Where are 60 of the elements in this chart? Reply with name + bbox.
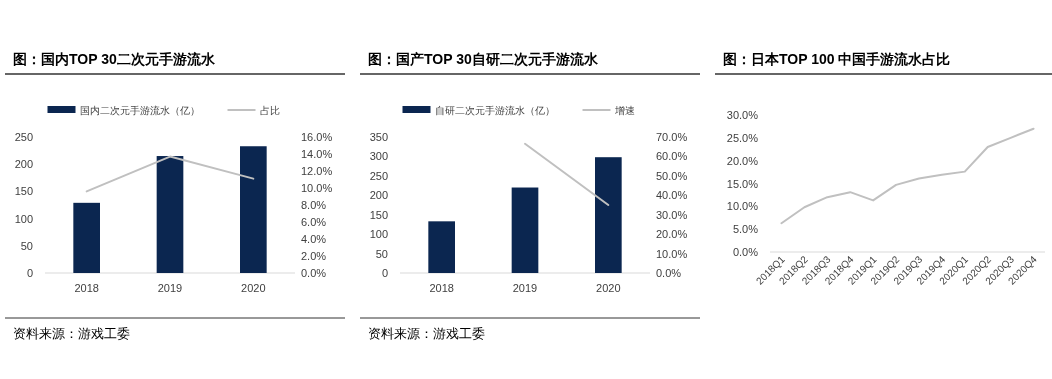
chart-title: 图：日本TOP 100 中国手游流水占比 [723, 51, 951, 67]
text: 资料来源：游戏工委 [368, 326, 485, 341]
y-tick-label: 350 [369, 131, 388, 143]
y2-tick-label: 2.0% [301, 250, 327, 262]
y-tick-label: 25.0% [726, 131, 759, 144]
y2-tick-label: 10.0% [301, 182, 333, 194]
y-tick-label: 100 [369, 228, 388, 241]
y2-tick-label: 12.0% [301, 165, 333, 177]
y2-tick-label: 4.0% [301, 233, 327, 245]
x-tick-label: 2020 [241, 282, 266, 294]
x-tick-label: 2018 [74, 282, 99, 294]
y-tick-label: 100 [14, 212, 33, 225]
chart-title: 图：国内TOP 30二次元手游流水 [13, 51, 216, 67]
y-tick-label: 50 [20, 239, 33, 252]
y-tick-label: 10.0% [726, 200, 759, 213]
y-tick-label: 0.0% [732, 246, 759, 258]
line-series [780, 127, 1035, 225]
y2-tick-label: 30.0% [656, 208, 688, 221]
x-tick-label: 2019 [512, 282, 538, 294]
y2-tick-label: 70.0% [656, 131, 688, 143]
y-tick-label: 50 [375, 247, 388, 260]
bar [73, 202, 100, 273]
y2-tick-label: 10.0% [656, 247, 688, 260]
y-tick-label: 30.0% [726, 109, 759, 121]
y-tick-label: 200 [369, 189, 388, 202]
legend-label: 国内二次元手游流水（亿） [79, 105, 200, 116]
y-tick-label: 15.0% [726, 177, 759, 190]
bar [156, 156, 184, 273]
chart-title: 图：国产TOP 30自研二次元手游流水 [368, 51, 599, 67]
x-tick-label: 2018 [429, 282, 454, 294]
y-tick-label: 5.0% [732, 223, 759, 236]
y2-tick-label: 50.0% [656, 169, 688, 182]
y2-tick-label: 16.0% [301, 131, 333, 143]
legend-label: 自研二次元手游流水（亿） [434, 105, 555, 116]
text: 资料来源：游戏工委 [13, 326, 130, 341]
bar [511, 187, 539, 273]
bar [428, 221, 455, 273]
y2-tick-label: 0.0% [656, 267, 682, 279]
x-tick-label: 2020 [596, 282, 621, 294]
y-tick-label: 0 [26, 267, 33, 279]
legend-label: 增速 [613, 105, 635, 116]
y-tick-label: 20.0% [726, 154, 759, 167]
y2-tick-label: 14.0% [301, 148, 333, 160]
y-tick-label: 150 [369, 208, 388, 221]
y-tick-label: 150 [14, 185, 33, 198]
bar [595, 157, 622, 273]
y-tick-label: 250 [369, 169, 388, 182]
y2-tick-label: 6.0% [301, 216, 327, 228]
y2-tick-label: 20.0% [656, 228, 688, 241]
legend-label: 占比 [259, 105, 280, 116]
y2-tick-label: 8.0% [301, 199, 327, 211]
y-tick-label: 200 [14, 158, 33, 171]
y2-tick-label: 60.0% [656, 150, 688, 163]
y-tick-label: 300 [369, 150, 388, 163]
y2-tick-label: 0.0% [301, 267, 327, 279]
x-tick-label: 2019 [157, 282, 183, 294]
bar [240, 146, 267, 273]
y2-tick-label: 40.0% [656, 189, 688, 202]
y-tick-label: 0 [381, 267, 388, 279]
y-tick-label: 250 [14, 131, 33, 143]
